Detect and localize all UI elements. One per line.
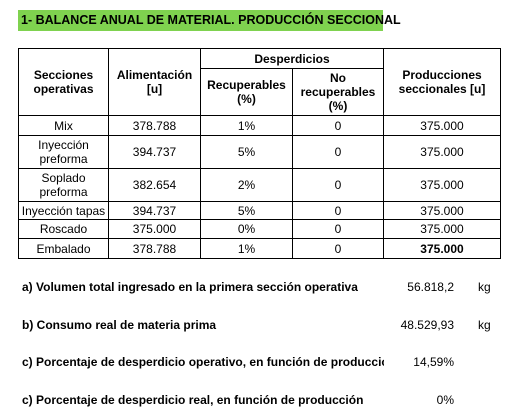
table-cell: 0 <box>292 168 384 202</box>
table-cell: 0 <box>292 135 384 169</box>
table-row: Inyección preforma 394.737 5% 0 375.000 <box>18 135 501 169</box>
balance-table: Secciones operativas Alimentación [u] De… <box>18 48 501 259</box>
column-header: Desperdicios <box>200 48 384 69</box>
table-row: Embalado 378.788 1% 0 375.000 <box>18 238 501 259</box>
table-cell: 375.000 <box>108 219 201 239</box>
column-header: Producciones seccionales [u] <box>383 48 501 116</box>
result-value: 48.529,93 <box>400 318 454 332</box>
section-title: 1- BALANCE ANUAL DE MATERIAL. PRODUCCIÓN… <box>18 10 401 31</box>
table-cell: 375.000 <box>383 168 501 202</box>
table-cell: 0 <box>292 115 384 136</box>
table-cell: 375.000 <box>383 135 501 169</box>
table-cell: 378.788 <box>108 238 201 259</box>
table-cell: 0% <box>200 219 293 239</box>
column-header: Recuperables (%) <box>200 68 293 116</box>
result-label: a) Volumen total ingresado en la primera… <box>22 280 358 294</box>
table-cell: 1% <box>200 115 293 136</box>
table-cell: 2% <box>200 168 293 202</box>
table-cell: 375.000 <box>383 219 501 239</box>
table-cell: Inyección preforma <box>18 135 109 169</box>
table-cell: Soplado preforma <box>18 168 109 202</box>
table-cell: 394.737 <box>108 135 201 169</box>
result-line: a) Volumen total ingresado en la primera… <box>22 280 500 296</box>
table-body: Mix 378.788 1% 0 375.000 Inyección preforma 39… <box>18 115 501 259</box>
table-row: Inyección tapas 394.737 5% 0 375.000 <box>18 201 501 220</box>
table-cell: Embalado <box>18 238 109 259</box>
column-header: Alimentación [u] <box>108 48 201 116</box>
result-label: c) Porcentaje de desperdicio operativo, … <box>22 355 384 369</box>
result-label: b) Consumo real de materia prima <box>22 318 217 332</box>
table-row: Mix 378.788 1% 0 375.000 <box>18 115 501 136</box>
table-cell: 375.000 <box>383 201 501 220</box>
result-value: 14,59% <box>413 355 454 369</box>
table-cell: Mix <box>18 115 109 136</box>
result-line: c) Porcentaje de desperdicio real, en fu… <box>22 393 500 409</box>
table-row: Soplado preforma 382.654 2% 0 375.000 <box>18 168 501 202</box>
result-value: 0% <box>436 393 454 407</box>
result-value: 56.818,2 <box>407 280 454 294</box>
table-cell: 0 <box>292 219 384 239</box>
result-unit: kg <box>478 280 491 294</box>
result-line: c) Porcentaje de desperdicio operativo, … <box>22 355 500 371</box>
table-cell: 394.737 <box>108 201 201 220</box>
table-cell: 375.000 <box>383 238 501 259</box>
table-row: Roscado 375.000 0% 0 375.000 <box>18 219 501 239</box>
table-cell: 1% <box>200 238 293 259</box>
table-cell: 5% <box>200 201 293 220</box>
table-cell: 375.000 <box>383 115 501 136</box>
column-header: Secciones operativas <box>18 48 109 116</box>
table-cell: 0 <box>292 201 384 220</box>
result-line: b) Consumo real de materia prima 48.529,9… <box>22 318 500 334</box>
table-cell: 378.788 <box>108 115 201 136</box>
result-unit: kg <box>478 318 491 332</box>
table-cell: 382.654 <box>108 168 201 202</box>
table-cell: Inyección tapas <box>18 201 109 220</box>
result-label: c) Porcentaje de desperdicio real, en fu… <box>22 393 364 407</box>
table-cell: 0 <box>292 238 384 259</box>
table-cell: 5% <box>200 135 293 169</box>
column-header: No recuperables (%) <box>292 68 384 116</box>
table-cell: Roscado <box>18 219 109 239</box>
